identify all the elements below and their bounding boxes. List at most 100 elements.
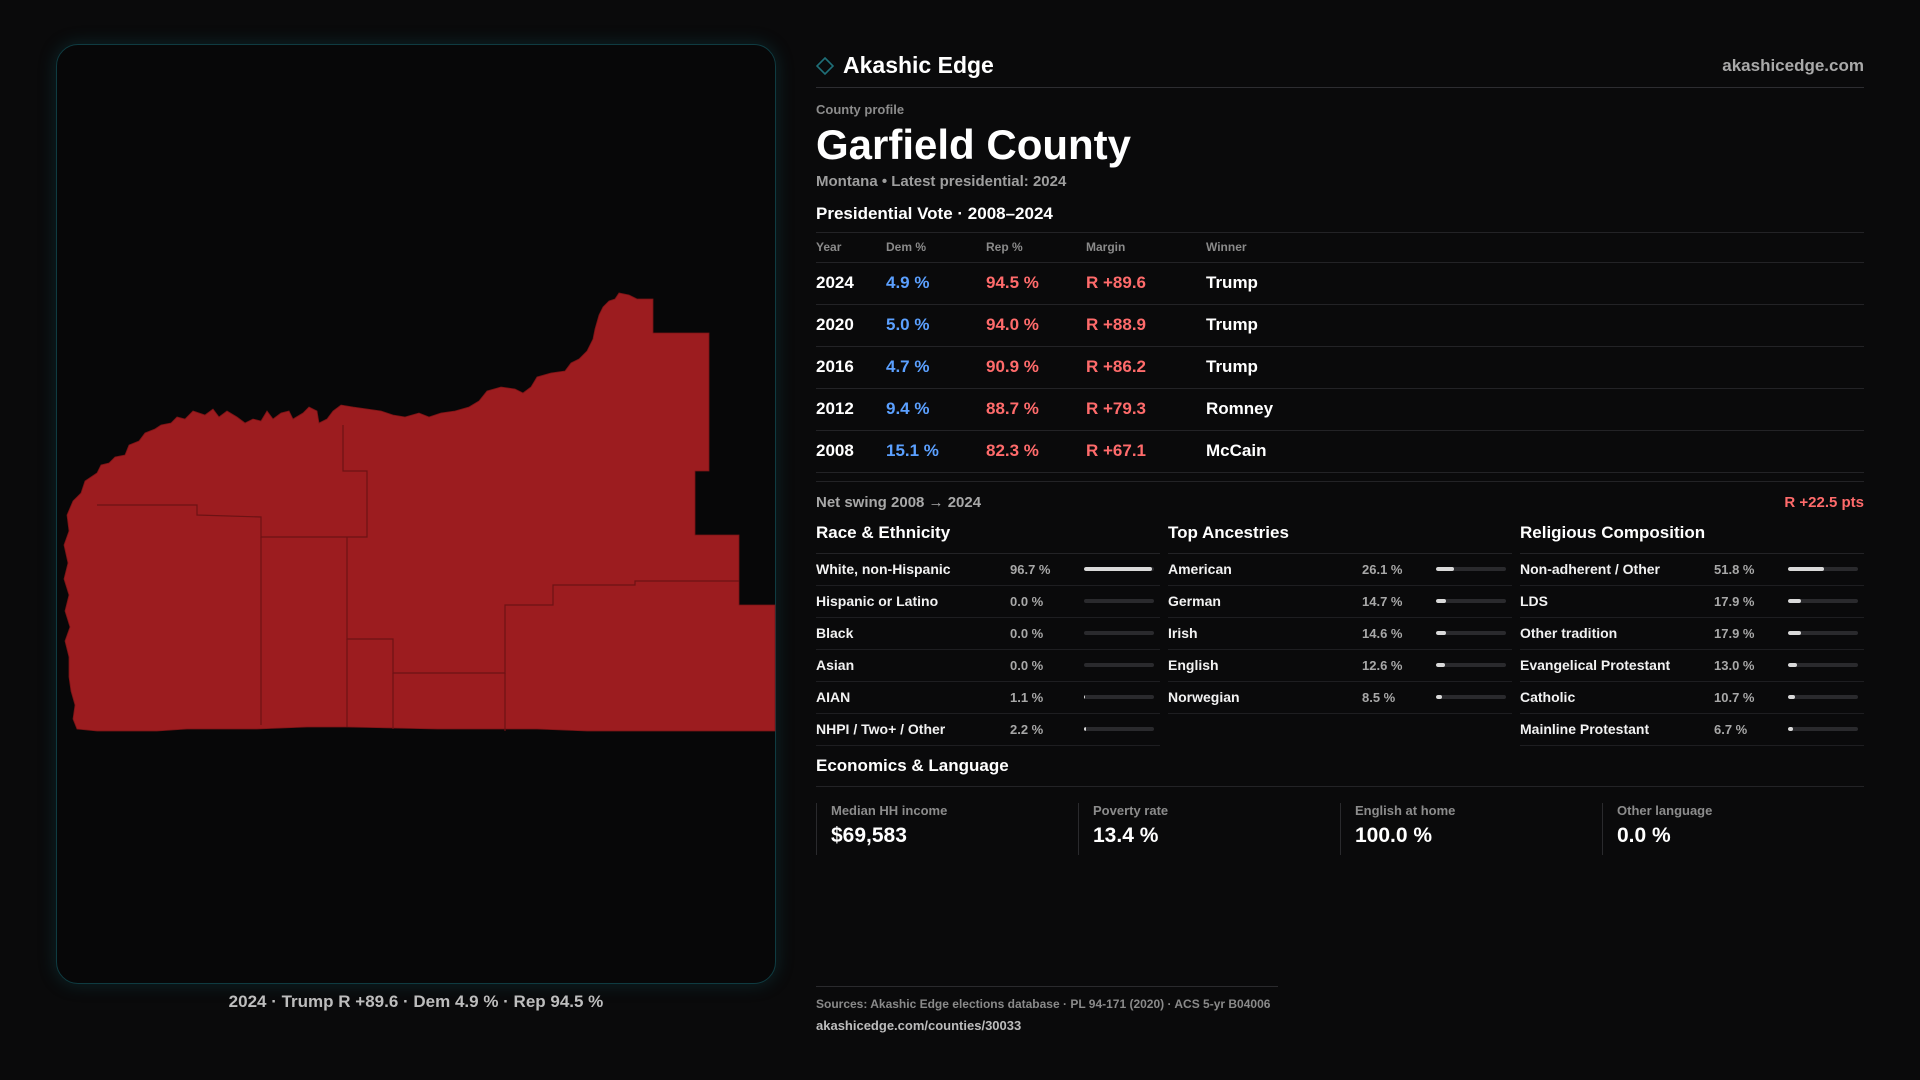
ancestry-bar	[1436, 695, 1506, 699]
net-swing-row: Net swing 2008 → 2024 R +22.5 pts	[816, 480, 1864, 515]
ancestry-bar	[1436, 567, 1506, 571]
religion-bar-fill	[1788, 631, 1801, 635]
winner-cell: Trump	[1206, 304, 1864, 347]
list-item: Mainline Protestant 6.7 %	[1520, 714, 1864, 746]
col-winner: Winner	[1206, 233, 1864, 263]
county-map-panel	[56, 44, 776, 984]
race-bar	[1084, 727, 1154, 731]
religion-bar	[1788, 663, 1858, 667]
rep-cell: 94.0 %	[986, 304, 1086, 347]
list-item: Hispanic or Latino 0.0 %	[816, 586, 1160, 618]
ancestry-label: German	[1168, 593, 1221, 609]
dem-cell: 4.7 %	[886, 346, 986, 389]
dem-cell: 4.9 %	[886, 262, 986, 305]
margin-cell: R +86.2	[1086, 346, 1206, 389]
stat-value: 0.0 %	[1617, 823, 1671, 847]
year-cell: 2024	[816, 262, 886, 305]
net-swing-value: R +22.5 pts	[1784, 493, 1864, 511]
race-bar-fill	[1084, 727, 1086, 731]
list-item: American 26.1 %	[1168, 554, 1512, 586]
economics-heading: Economics & Language	[816, 756, 1864, 787]
race-label: White, non-Hispanic	[816, 561, 951, 577]
winner-cell: Romney	[1206, 388, 1864, 431]
ancestry-heading: Top Ancestries	[1168, 523, 1512, 554]
religion-bar-fill	[1788, 727, 1793, 731]
list-item: Norwegian 8.5 %	[1168, 682, 1512, 714]
vote-table: Year Dem % Rep % Margin Winner 2024 4.9 …	[816, 233, 1864, 473]
county-map	[63, 292, 776, 732]
list-item: English 12.6 %	[1168, 650, 1512, 682]
stat-label: Other language	[1617, 802, 1713, 818]
ancestry-bar-fill	[1436, 599, 1447, 603]
ancestry-value: 14.7 %	[1362, 593, 1403, 609]
eyebrow: County profile	[816, 102, 905, 117]
list-item: Evangelical Protestant 13.0 %	[1520, 650, 1864, 682]
ancestry-value: 26.1 %	[1362, 561, 1403, 577]
ancestry-value: 14.6 %	[1362, 625, 1403, 641]
district-lines	[97, 425, 739, 731]
profile-panel: Akashic Edge akashicedge.com County prof…	[816, 44, 1864, 855]
religion-bar-fill	[1788, 695, 1796, 699]
stat-median-income: Median HH income $69,583	[816, 802, 1078, 855]
rep-cell: 88.7 %	[986, 388, 1086, 431]
race-bar	[1084, 567, 1154, 571]
margin-cell: R +89.6	[1086, 262, 1206, 305]
dem-cell: 5.0 %	[886, 304, 986, 347]
sources-text: Sources: Akashic Edge elections database…	[816, 997, 1271, 1011]
brand[interactable]: Akashic Edge	[816, 52, 994, 79]
dem-cell: 9.4 %	[886, 388, 986, 431]
vote-heading: Presidential Vote · 2008–2024	[816, 204, 1864, 233]
sources-link[interactable]: akashicedge.com/counties/30033	[816, 1018, 1022, 1033]
stat-label: Median HH income	[831, 802, 948, 818]
ancestry-value: 8.5 %	[1362, 689, 1396, 705]
race-label: Hispanic or Latino	[816, 593, 939, 609]
diamond-outline-icon	[816, 56, 834, 75]
ancestry-column: Top Ancestries American 26.1 % German 14.7…	[1168, 523, 1512, 746]
religion-value: 51.8 %	[1714, 561, 1755, 577]
stat-english-at-home: English at home 100.0 %	[1340, 802, 1602, 855]
ancestry-bar-fill	[1436, 695, 1442, 699]
ancestry-label: Irish	[1168, 625, 1198, 641]
table-row: 2020 5.0 % 94.0 % R +88.9 Trump	[816, 304, 1864, 347]
ancestry-bar	[1436, 599, 1506, 603]
ancestry-value: 12.6 %	[1362, 657, 1403, 673]
brand-name: Akashic Edge	[843, 52, 994, 78]
stat-value: $69,583	[831, 823, 907, 847]
ancestry-label: Norwegian	[1168, 689, 1240, 705]
religion-bar	[1788, 599, 1858, 603]
page-subtitle: Montana • Latest presidential: 2024	[816, 173, 1067, 190]
table-row: 2016 4.7 % 90.9 % R +86.2 Trump	[816, 346, 1864, 389]
religion-label: Evangelical Protestant	[1520, 657, 1671, 673]
religion-label: Mainline Protestant	[1520, 721, 1650, 737]
stat-label: Poverty rate	[1093, 802, 1169, 818]
stat-other-language: Other language 0.0 %	[1602, 802, 1864, 855]
demographics-columns: Race & Ethnicity White, non-Hispanic 96.7…	[816, 523, 1864, 746]
margin-cell: R +79.3	[1086, 388, 1206, 431]
list-item: White, non-Hispanic 96.7 %	[816, 554, 1160, 586]
rep-cell: 94.5 %	[986, 262, 1086, 305]
list-item: Catholic 10.7 %	[1520, 682, 1864, 714]
religion-bar-fill	[1788, 663, 1798, 667]
year-cell: 2008	[816, 430, 886, 473]
winner-cell: Trump	[1206, 346, 1864, 389]
religion-value: 10.7 %	[1714, 689, 1755, 705]
year-cell: 2020	[816, 304, 886, 347]
col-margin: Margin	[1086, 233, 1206, 263]
table-row: 2012 9.4 % 88.7 % R +79.3 Romney	[816, 388, 1864, 431]
religion-bar-fill	[1788, 567, 1825, 571]
list-item: Irish 14.6 %	[1168, 618, 1512, 650]
religion-label: LDS	[1520, 593, 1548, 609]
religion-label: Catholic	[1520, 689, 1576, 705]
list-item: NHPI / Two+ / Other 2.2 %	[816, 714, 1160, 746]
race-value: 2.2 %	[1010, 721, 1044, 737]
brand-url-link[interactable]: akashicedge.com	[1722, 55, 1864, 75]
religion-column: Religious Composition Non-adherent / Oth…	[1520, 523, 1864, 746]
col-dem: Dem %	[886, 233, 986, 263]
table-row: 2024 4.9 % 94.5 % R +89.6 Trump	[816, 262, 1864, 305]
list-item: Non-adherent / Other 51.8 %	[1520, 554, 1864, 586]
race-bar-fill	[1084, 695, 1086, 699]
year-cell: 2012	[816, 388, 886, 431]
list-item: Asian 0.0 %	[816, 650, 1160, 682]
religion-heading: Religious Composition	[1520, 523, 1864, 554]
race-value: 0.0 %	[1010, 625, 1044, 641]
